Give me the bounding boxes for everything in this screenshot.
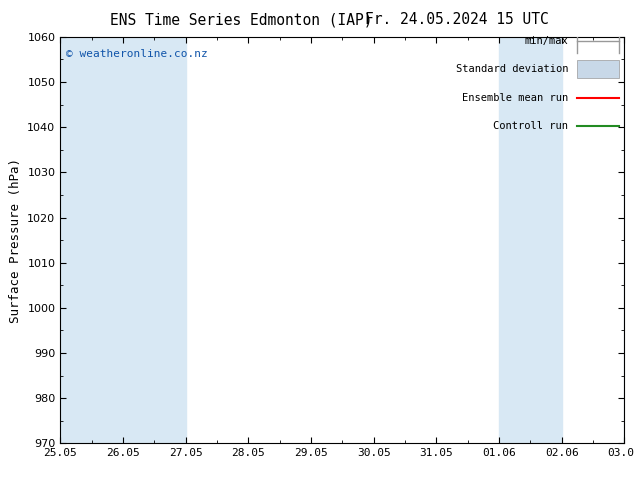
Text: Standard deviation: Standard deviation (456, 64, 568, 74)
Bar (576, 60, 619, 78)
Bar (624, 37, 634, 443)
Bar (60, 37, 186, 443)
Text: Ensemble mean run: Ensemble mean run (462, 93, 568, 103)
Text: Fr. 24.05.2024 15 UTC: Fr. 24.05.2024 15 UTC (365, 12, 548, 27)
Text: © weatheronline.co.nz: © weatheronline.co.nz (66, 49, 207, 59)
Bar (499, 37, 562, 443)
Text: ENS Time Series Edmonton (IAP): ENS Time Series Edmonton (IAP) (110, 12, 372, 27)
Y-axis label: Surface Pressure (hPa): Surface Pressure (hPa) (9, 158, 22, 322)
Text: min/max: min/max (524, 36, 568, 46)
Text: Controll run: Controll run (493, 121, 568, 131)
